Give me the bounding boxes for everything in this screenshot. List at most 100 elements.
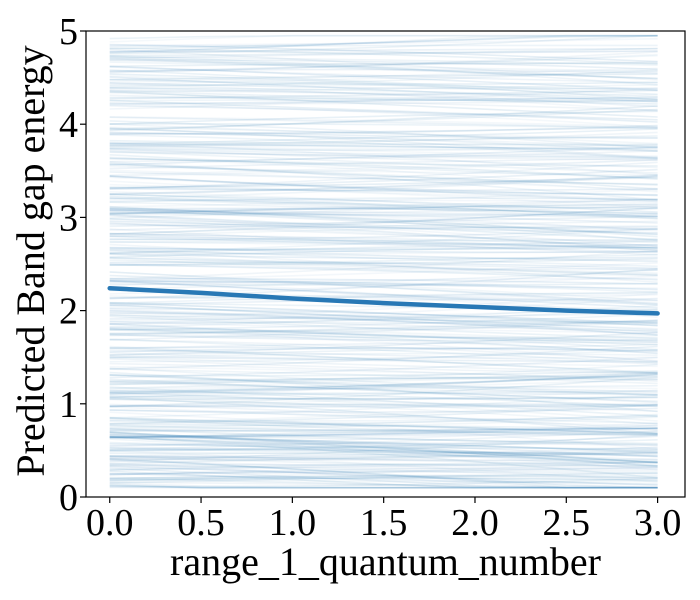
ice-line bbox=[109, 150, 658, 163]
ice-line bbox=[109, 434, 658, 463]
ice-line bbox=[109, 463, 658, 467]
ice-line bbox=[109, 371, 658, 413]
ice-line bbox=[109, 452, 658, 465]
x-tick-label: 0.5 bbox=[177, 502, 225, 544]
ice-line bbox=[109, 381, 658, 395]
ice-line bbox=[109, 256, 658, 271]
ice-line bbox=[109, 165, 658, 176]
ice-line bbox=[109, 143, 658, 149]
ice-line bbox=[109, 368, 658, 385]
ice-line bbox=[109, 417, 658, 436]
ice-line bbox=[109, 220, 658, 234]
y-tick-label: 3 bbox=[59, 197, 78, 239]
ice-line bbox=[109, 396, 658, 401]
ice-line bbox=[109, 482, 658, 489]
ice-line bbox=[109, 319, 658, 341]
ice-line bbox=[109, 271, 658, 307]
ice-line bbox=[109, 415, 658, 422]
ice-line bbox=[109, 406, 658, 428]
ice-line bbox=[109, 333, 658, 342]
ice-line bbox=[109, 447, 658, 457]
ice-line bbox=[109, 141, 658, 152]
ice-line bbox=[109, 159, 658, 176]
ice-line bbox=[109, 427, 658, 439]
ice-line bbox=[109, 477, 658, 482]
ice-line bbox=[109, 55, 658, 66]
ice-line bbox=[109, 188, 658, 192]
ice-line bbox=[109, 313, 658, 332]
ice-line bbox=[109, 175, 658, 203]
plot-frame bbox=[85, 30, 686, 498]
ice-line bbox=[109, 89, 658, 100]
ice-line bbox=[109, 176, 658, 196]
ice-line bbox=[109, 259, 658, 276]
ice-line bbox=[109, 447, 658, 454]
ice-line bbox=[109, 209, 658, 217]
ice-line bbox=[109, 459, 658, 469]
ice-line bbox=[109, 403, 658, 431]
ice-line bbox=[109, 457, 658, 462]
ice-line bbox=[109, 59, 658, 65]
ice-line bbox=[109, 427, 658, 447]
ice-line bbox=[109, 213, 658, 241]
ice-line bbox=[109, 69, 658, 96]
ice-line bbox=[109, 356, 658, 379]
ice-line bbox=[109, 175, 658, 197]
ice-line bbox=[109, 298, 658, 306]
ice-line bbox=[109, 448, 658, 457]
ice-line bbox=[109, 250, 658, 280]
ice-line bbox=[109, 99, 658, 103]
ice-line bbox=[109, 373, 658, 399]
ice-line bbox=[109, 430, 658, 451]
ice-line bbox=[109, 161, 658, 190]
ice-line bbox=[109, 56, 658, 80]
ice-line bbox=[109, 439, 658, 453]
ice-line bbox=[109, 70, 658, 86]
ice-line bbox=[109, 398, 658, 407]
ice-line bbox=[109, 384, 658, 393]
ice-line bbox=[109, 427, 658, 432]
ice-line bbox=[109, 116, 658, 129]
ice-line bbox=[109, 47, 658, 53]
ice-line bbox=[109, 191, 658, 219]
ice-line bbox=[109, 433, 658, 453]
ice-line bbox=[109, 206, 658, 231]
ice-line bbox=[109, 433, 658, 445]
ice-line bbox=[109, 455, 658, 469]
ice-line bbox=[109, 434, 658, 458]
ice-line bbox=[109, 96, 658, 106]
ice-line bbox=[109, 161, 658, 201]
ice-line bbox=[109, 461, 658, 472]
ice-line bbox=[109, 148, 658, 158]
ice-line bbox=[109, 475, 658, 480]
ice-line bbox=[109, 82, 658, 112]
ice-line bbox=[109, 443, 658, 450]
ice-line bbox=[109, 127, 658, 159]
y-tick-label: 0 bbox=[59, 477, 78, 519]
ice-line bbox=[109, 332, 658, 354]
ice-line bbox=[109, 62, 658, 68]
ice-line bbox=[109, 356, 658, 363]
ice-line bbox=[109, 375, 658, 384]
ice-line bbox=[109, 374, 658, 396]
x-axis-ticks: 0.0 0.5 1.0 1.5 2.0 2.5 3.0 bbox=[86, 497, 681, 544]
ice-line bbox=[109, 466, 658, 489]
ice-line bbox=[109, 327, 658, 346]
ice-line bbox=[109, 356, 658, 374]
ice-line bbox=[109, 175, 658, 200]
ice-line bbox=[109, 465, 658, 472]
ice-line bbox=[109, 452, 658, 463]
ice-line bbox=[109, 47, 658, 57]
ice-line bbox=[109, 37, 658, 47]
ice-line bbox=[109, 146, 658, 166]
ice-line bbox=[109, 257, 658, 277]
ice-line bbox=[109, 207, 658, 215]
ice-line bbox=[109, 416, 658, 434]
ice-line bbox=[109, 327, 658, 363]
ice-line bbox=[109, 250, 658, 255]
ice-line bbox=[109, 263, 658, 281]
ice-line bbox=[109, 176, 658, 201]
ice-line bbox=[109, 347, 658, 353]
ice-line bbox=[109, 467, 658, 476]
ice-line bbox=[109, 409, 658, 425]
